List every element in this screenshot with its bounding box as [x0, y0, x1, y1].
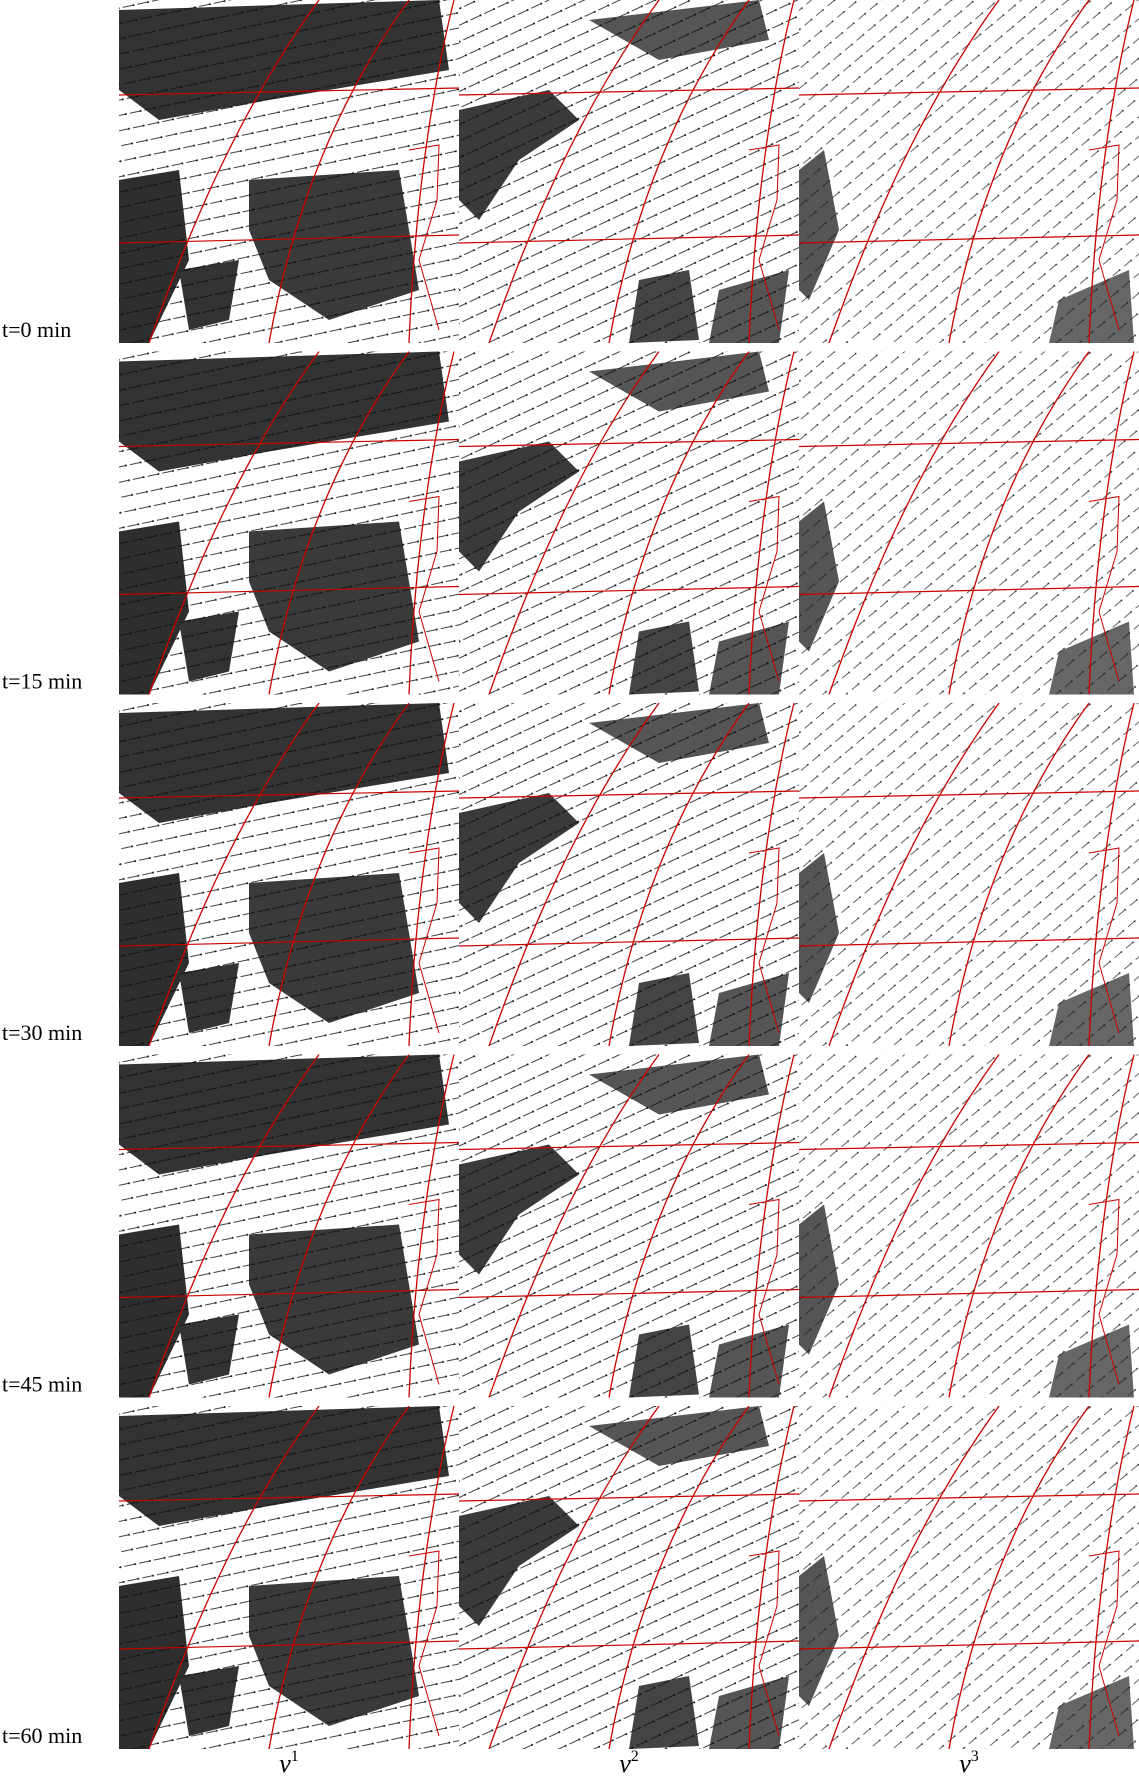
row-label: t=0 min: [2, 317, 71, 342]
column-superscript: 2: [631, 1748, 639, 1765]
column-superscript: 1: [291, 1748, 299, 1765]
image-panel: [459, 703, 799, 1046]
column-symbol: v: [619, 1749, 631, 1778]
image-panel: [459, 1406, 799, 1749]
image-panel: [799, 0, 1139, 343]
image-panel: [459, 352, 799, 695]
image-panel: [119, 703, 459, 1046]
row-label: t=15 min: [2, 669, 82, 694]
image-panel: [799, 703, 1139, 1046]
column-label: v3: [959, 1748, 979, 1778]
row-label: t=60 min: [2, 1723, 82, 1748]
column-label: v1: [279, 1748, 299, 1778]
column-symbol: v: [279, 1749, 291, 1778]
image-panel: [799, 1055, 1139, 1398]
image-panel: [459, 0, 799, 343]
column-symbol: v: [959, 1749, 971, 1778]
image-panel: [119, 352, 459, 695]
image-panel: [119, 0, 459, 343]
image-panel: [799, 1406, 1139, 1749]
row-label: t=45 min: [2, 1372, 82, 1397]
image-panel: [459, 1055, 799, 1398]
row-label: t=30 min: [2, 1020, 82, 1045]
image-panel: [119, 1055, 459, 1398]
image-panel: [799, 352, 1139, 695]
column-label: v2: [619, 1748, 639, 1778]
image-panel: [119, 1406, 459, 1749]
column-superscript: 3: [971, 1748, 979, 1765]
